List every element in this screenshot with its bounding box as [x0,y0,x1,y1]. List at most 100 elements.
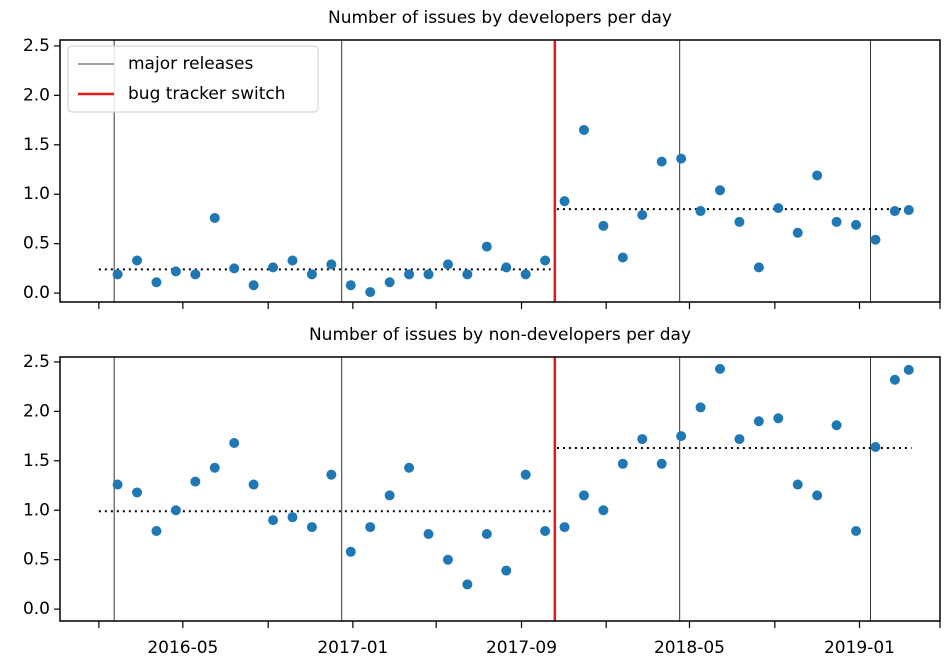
data-point [345,546,356,557]
y-tick-label: 1.5 [23,451,50,471]
data-point [112,479,123,490]
x-tick-label: 2019-01 [824,638,895,658]
y-tick-label: 0.0 [23,283,50,303]
x-tick-label: 2016-05 [147,638,218,658]
x-tick-label: 2018-05 [654,638,725,658]
data-point [170,505,181,516]
axes-frame [59,39,941,303]
data-point [404,462,415,473]
legend-box [67,45,319,113]
axes-frame [59,356,941,622]
data-point [734,216,745,227]
y-tick-label: 0.5 [23,550,50,570]
data-point [578,124,589,135]
data-point [481,241,492,252]
data-point [520,469,531,480]
data-point [753,262,764,273]
data-point [637,209,648,220]
data-point [773,413,784,424]
data-point [578,490,589,501]
data-point [598,220,609,231]
x-tick-label: 2017-01 [317,638,388,658]
data-point [773,203,784,214]
data-point [831,420,842,431]
subplot-title: Number of issues by developers per day [328,8,672,28]
data-point [384,490,395,501]
y-tick-label: 2.5 [23,352,50,372]
data-point [831,216,842,227]
data-point [870,234,881,245]
y-tick-label: 1.5 [23,135,50,155]
data-point [598,505,609,516]
data-point [812,490,823,501]
data-point [559,196,570,207]
legend-label: major releases [128,54,253,74]
data-point [481,528,492,539]
data-point [384,277,395,288]
data-point [903,364,914,375]
data-point [903,205,914,216]
data-point [287,255,298,266]
subplot-title: Number of issues by non-developers per d… [309,325,691,345]
data-point [851,219,862,230]
data-point [559,522,570,533]
data-point [365,287,376,298]
y-tick-label: 2.5 [23,36,50,56]
data-point [326,469,337,480]
x-tick-label: 2017-09 [486,638,557,658]
data-point [540,255,551,266]
data-point [190,269,201,280]
data-point [676,153,687,164]
data-point [170,266,181,277]
data-point [715,185,725,196]
data-point [423,269,434,280]
y-tick-label: 2.0 [23,85,50,105]
data-point [151,277,162,288]
data-point [209,462,220,473]
data-point [656,458,667,469]
data-point [501,565,512,576]
data-point [501,262,512,273]
data-point [442,554,453,565]
data-point [753,416,764,427]
data-point [365,522,376,533]
legend-label: bug tracker switch [128,84,286,104]
data-point [540,526,551,537]
data-point [734,434,745,445]
data-point [112,269,123,280]
data-point [345,280,356,291]
data-point [404,269,415,280]
data-point [248,479,259,490]
data-point [229,263,240,274]
data-point [287,512,298,523]
data-point [792,479,803,490]
data-point [792,227,803,238]
data-point [306,522,317,533]
data-point [462,579,473,590]
data-point [656,156,667,167]
data-point [870,441,881,452]
data-point [812,170,823,181]
y-tick-label: 0.0 [23,599,50,619]
data-point [676,431,687,442]
data-point [851,526,862,537]
data-point [229,438,240,449]
data-point [442,259,453,270]
data-point [695,402,706,413]
data-point [889,206,900,217]
data-point [190,476,201,487]
data-point [268,515,279,526]
data-point [326,259,337,270]
y-tick-label: 1.0 [23,500,50,520]
data-point [617,458,628,469]
data-point [617,252,628,263]
data-point [268,262,279,273]
data-point [151,526,162,537]
data-point [306,269,317,280]
data-point [132,487,143,498]
y-tick-label: 2.0 [23,401,50,421]
data-point [520,269,531,280]
data-point [889,374,900,385]
data-point [423,528,434,539]
